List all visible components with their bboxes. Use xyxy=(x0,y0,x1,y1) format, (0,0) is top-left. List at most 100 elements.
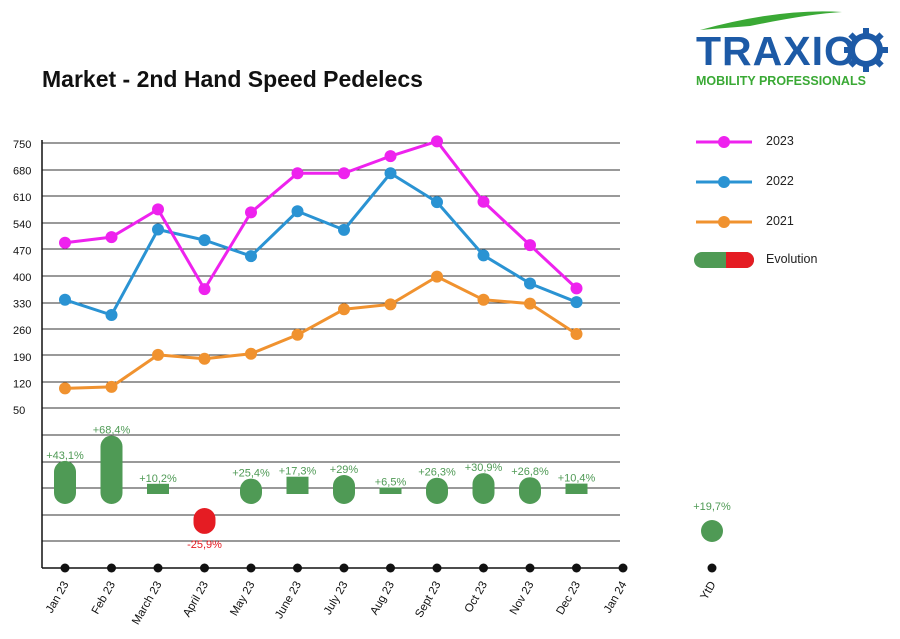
x-tick-label-April 23: April 23 xyxy=(181,580,211,620)
logo-subtitle: MOBILITY PROFESSIONALS xyxy=(696,74,866,88)
x-tick-dot-June 23 xyxy=(293,563,302,573)
series-2021-point-March 23 xyxy=(152,348,164,361)
series-2021-point-June 23 xyxy=(291,328,304,341)
x-tick-label-Jan 23: Jan 23 xyxy=(44,580,72,616)
x-tick-dot-Aug 23 xyxy=(386,563,395,573)
chart-title: Market - 2nd Hand Speed Pedelecs xyxy=(42,66,423,92)
x-tick-label-June 23: June 23 xyxy=(273,580,304,621)
x-tick-label-Oct 23: Oct 23 xyxy=(463,580,490,615)
y-tick-label-470: 470 xyxy=(13,245,31,257)
evolution-bar-March 23 xyxy=(147,483,169,494)
series-line-2022 xyxy=(64,171,578,317)
y-tick-label-260: 260 xyxy=(13,325,31,337)
x-tick-dot-ytd xyxy=(707,563,717,573)
y-tick-label-190: 190 xyxy=(13,352,31,364)
evolution-bar-July 23 xyxy=(333,475,355,504)
evolution-label-June 23: +17,3% xyxy=(279,466,317,478)
evolution-bars: +43,1% +68,4% +10,2% -25,9% +25,4% +17,3% +29%… xyxy=(46,425,731,551)
legend-label-2021: 2021 xyxy=(766,214,794,228)
x-tick-label-Nov 23: Nov 23 xyxy=(508,580,537,618)
series-2022-point-Oct 23 xyxy=(477,249,490,262)
evolution-bar-Oct 23 xyxy=(472,473,495,504)
x-tick-dot-Oct 23 xyxy=(479,563,488,573)
x-tick-label-Aug 23: Aug 23 xyxy=(368,580,397,618)
x-axis: Jan 23 Feb 23 March 23 April 23 May 23 June 2… xyxy=(44,563,719,627)
y-axis-ticks: 50 120 190 260 330 400 470 540 610 680 750 xyxy=(13,139,31,417)
evolution-bar-Nov 23 xyxy=(519,477,541,504)
x-tick-label-ytd: YtD xyxy=(699,580,719,603)
series-2021-point-Oct 23 xyxy=(477,293,490,306)
legend-label-evolution: Evolution xyxy=(766,252,818,266)
x-tick-label-Sept 23: Sept 23 xyxy=(413,580,443,620)
evolution-bar-Sept 23 xyxy=(426,477,448,504)
legend-swatch-2022 xyxy=(696,176,752,188)
x-tick-dot-March 23 xyxy=(153,563,163,573)
x-tick-label-May 23: May 23 xyxy=(228,580,257,619)
grid-lines xyxy=(41,140,622,569)
logo-wordmark: TRAXIO xyxy=(696,28,857,74)
series-2023-point-Oct 23 xyxy=(477,195,490,208)
series-2022-point-Aug 23 xyxy=(384,167,397,180)
series-2022-point-May 23 xyxy=(245,250,257,263)
x-tick-label-Jan 24: Jan 24 xyxy=(602,579,630,615)
series-2021-point-Aug 23 xyxy=(384,298,397,311)
y-tick-label-610: 610 xyxy=(13,192,31,204)
evolution-label-Oct 23: +30,9% xyxy=(465,462,503,474)
ytd-mark xyxy=(701,520,723,542)
y-tick-label-400: 400 xyxy=(13,272,31,284)
series-line-2021 xyxy=(64,275,578,390)
evolution-bar-May 23 xyxy=(240,478,262,504)
series-2023-point-Aug 23 xyxy=(384,150,397,163)
y-tick-label-540: 540 xyxy=(13,219,31,231)
series-2022-point-March 23 xyxy=(152,223,164,236)
evolution-label-Jan 23: +43,1% xyxy=(46,450,84,462)
legend-label-2023: 2023 xyxy=(766,134,794,148)
series-2023-point-March 23 xyxy=(152,203,164,216)
traxio-logo: TRAXIO MOBILITY PROFESSIONALS xyxy=(690,6,895,96)
evolution-label-July 23: +29% xyxy=(330,464,359,476)
series-2023-point-May 23 xyxy=(245,206,257,219)
evolution-label-April 23: -25,9% xyxy=(187,539,222,551)
y-tick-label-50: 50 xyxy=(13,405,25,417)
x-tick-dot-Jan 24 xyxy=(618,563,628,573)
evolution-label-Feb 23: +68,4% xyxy=(93,425,131,437)
legend-swatch-2021 xyxy=(696,216,752,228)
series-2021-point-Dec 23 xyxy=(570,328,583,340)
series-line-2023 xyxy=(64,139,578,291)
series-2023-point-June 23 xyxy=(291,167,304,180)
series-2023-point-Sept 23 xyxy=(431,135,443,148)
series-lines xyxy=(59,135,583,395)
series-2021-point-Sept 23 xyxy=(431,270,443,283)
y-tick-label-330: 330 xyxy=(13,299,31,311)
series-2022-point-Jan 23 xyxy=(59,293,71,306)
series-2022-point-Nov 23 xyxy=(524,277,536,290)
x-tick-label-Feb 23: Feb 23 xyxy=(90,580,118,617)
x-tick-dot-Feb 23 xyxy=(107,563,116,573)
x-tick-label-July 23: July 23 xyxy=(322,580,351,618)
series-2021-point-May 23 xyxy=(245,347,257,360)
series-2022-point-April 23 xyxy=(198,234,211,247)
x-tick-dot-Dec 23 xyxy=(572,563,581,573)
evolution-bar-Feb 23 xyxy=(100,435,123,504)
series-2021-point-Feb 23 xyxy=(105,380,118,393)
series-2022-point-Sept 23 xyxy=(431,196,443,209)
series-2023-point-Feb 23 xyxy=(105,231,118,244)
series-2023-point-Nov 23 xyxy=(524,239,536,252)
series-2023-point-Jan 23 xyxy=(59,236,71,249)
x-tick-dot-July 23 xyxy=(339,563,349,573)
ytd-label: +19,7% xyxy=(693,501,731,513)
y-tick-label-680: 680 xyxy=(13,166,31,178)
series-2023-point-Dec 23 xyxy=(570,282,583,295)
evolution-label-Nov 23: +26,8% xyxy=(511,466,549,478)
legend-label-2022: 2022 xyxy=(766,174,794,188)
x-tick-dot-Jan 23 xyxy=(60,563,70,573)
evolution-bar-June 23 xyxy=(286,476,309,494)
evolution-label-Sept 23: +26,3% xyxy=(418,467,456,479)
evolution-bar-Dec 23 xyxy=(565,483,588,494)
legend-swatch-2023 xyxy=(696,136,752,148)
series-2021-point-April 23 xyxy=(198,352,211,365)
series-2022-point-Dec 23 xyxy=(570,296,583,309)
evolution-label-May 23: +25,4% xyxy=(232,468,270,480)
evolution-label-March 23: +10,2% xyxy=(139,473,177,485)
